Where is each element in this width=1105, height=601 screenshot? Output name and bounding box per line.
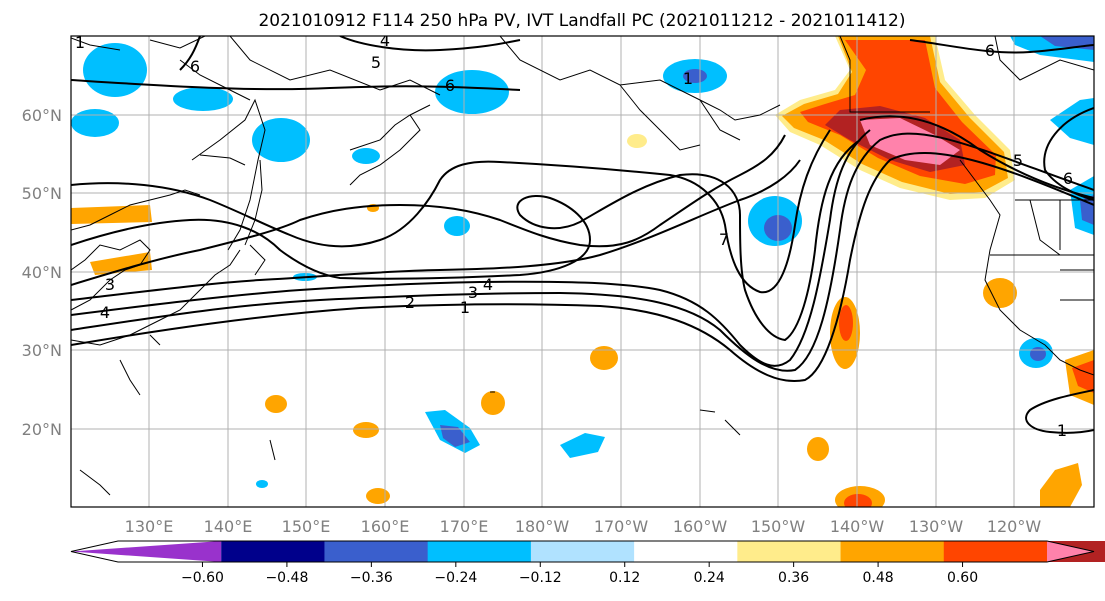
contour-label: 1 [1057, 421, 1067, 440]
lat-label: 40°N [22, 263, 62, 282]
map-frame [70, 35, 1095, 508]
colorbar-tick-label: −0.60 [181, 570, 224, 586]
lon-label: 130°E [125, 517, 174, 536]
contour-labels: 5 6 6 6 1 4 4 3 2 1 1 7 5 6 1 4 3 [75, 31, 1073, 440]
lon-label: 140°W [830, 517, 885, 536]
lon-label: 130°W [909, 517, 964, 536]
lon-label: 170°E [440, 517, 489, 536]
colorbar-tick-label: 0.12 [609, 570, 640, 586]
colorbar-tick-label: 0.24 [694, 570, 725, 586]
contour-label: 1 [683, 69, 693, 88]
contour-label: 1 [460, 298, 470, 317]
lat-label: 20°N [22, 420, 62, 439]
lon-label: 150°W [751, 517, 806, 536]
lon-label: 160°E [361, 517, 410, 536]
colorbar-outline [70, 540, 1095, 563]
lon-label: 170°W [594, 517, 649, 536]
colorbar-tick-label: −0.24 [434, 570, 477, 586]
lat-label: 50°N [22, 184, 62, 203]
colorbar-tick-label: 0.36 [778, 570, 809, 586]
colorbar-segment [530, 541, 635, 562]
colorbar-segment [634, 541, 738, 562]
longitude-labels: 130°E 140°E 150°E 160°E 170°E 180°W 170°… [125, 517, 1042, 536]
contour-label: 4 [483, 275, 493, 294]
contour-label: 3 [105, 275, 115, 294]
colorbar-tick-label: −0.48 [265, 570, 308, 586]
colorbar-tick-label: 0.60 [947, 570, 978, 586]
contour-label: 3 [468, 283, 478, 302]
colorbar-segment [324, 541, 429, 562]
colorbar-segment [221, 541, 325, 562]
map-area: 5 6 6 6 1 4 4 3 2 1 1 7 5 6 1 4 3 [71, 31, 1094, 507]
lon-label: 160°W [673, 517, 728, 536]
contour-label: 7 [719, 230, 729, 249]
contour-label: 5 [371, 53, 381, 72]
colorbar-segment [840, 541, 945, 562]
contour-label: 2 [405, 293, 415, 312]
pv-contours [71, 36, 1094, 434]
latitude-labels: 60°N 50°N 40°N 30°N 20°N [22, 106, 62, 439]
contour-label: 6 [1063, 169, 1073, 188]
contour-label: 6 [985, 41, 995, 60]
colorbar-segment [737, 541, 842, 562]
colorbar-segment [427, 541, 532, 562]
colorbar-tick-label: −0.12 [519, 570, 562, 586]
contour-label: 6 [445, 76, 455, 95]
colorbar-segment [943, 541, 1048, 562]
map-title: 2021010912 F114 250 hPa PV, IVT Landfall… [258, 11, 905, 31]
lon-label: 120°W [987, 517, 1042, 536]
lat-label: 30°N [22, 341, 62, 360]
lon-label: 180°W [515, 517, 570, 536]
colorbar-segment [71, 541, 222, 562]
contour-label: 6 [190, 57, 200, 76]
contour-label: 4 [380, 31, 390, 50]
lon-label: 150°E [282, 517, 331, 536]
colorbar-tick-label: −0.36 [350, 570, 393, 586]
colorbar-tick-label: 0.48 [863, 570, 894, 586]
contour-label: 4 [100, 303, 110, 322]
contour-label: 1 [75, 33, 85, 52]
colorbar: −0.60 −0.48 −0.36 −0.24 −0.12 0.12 0.24 0.36 0.4… [70, 540, 1105, 586]
lat-label: 60°N [22, 106, 62, 125]
contour-label: 5 [1013, 151, 1023, 170]
gridlines [71, 36, 1094, 507]
lon-label: 140°E [204, 517, 253, 536]
colorbar-segment [1047, 541, 1094, 562]
coastlines [71, 36, 1094, 496]
